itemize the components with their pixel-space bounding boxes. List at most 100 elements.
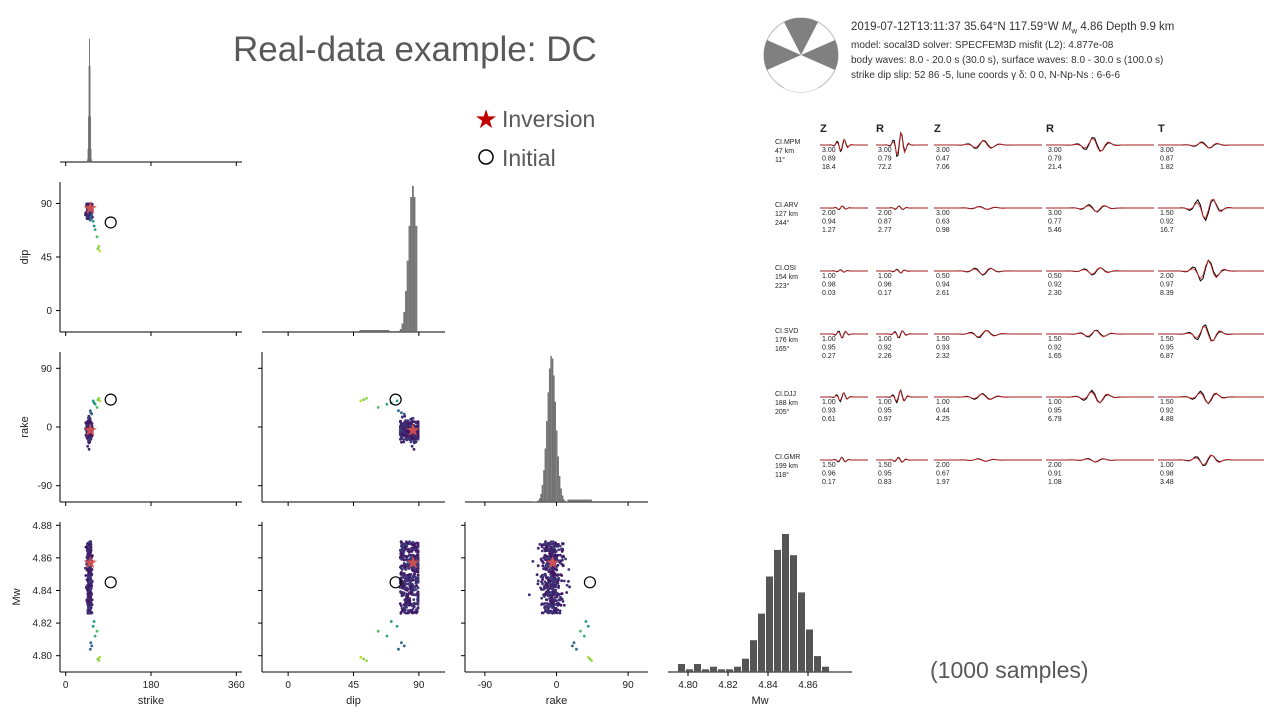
star-icon: ★ — [474, 104, 498, 134]
sample-point — [404, 420, 408, 424]
sample-point — [402, 412, 406, 416]
inversion-star — [83, 555, 97, 569]
synthetic-trace — [820, 269, 868, 273]
sample-point — [405, 563, 409, 566]
trace-stat: 1.00 — [822, 399, 836, 406]
sample-point — [399, 419, 402, 423]
trace-stat: 0.98 — [1160, 471, 1174, 478]
sample-point — [400, 415, 404, 419]
sample-point — [400, 567, 403, 570]
sample-point — [407, 573, 411, 577]
sample-point — [406, 595, 410, 599]
initial-circle — [104, 216, 117, 229]
trace-stat: 1.00 — [878, 336, 892, 343]
sample-point — [409, 421, 413, 425]
trace-stat: 0.92 — [878, 345, 892, 352]
sample-point — [404, 597, 408, 601]
trace-stat: 0.77 — [1048, 219, 1062, 226]
sample-point — [406, 549, 410, 553]
sample-point — [376, 629, 380, 633]
trace-stat: 1.65 — [1048, 353, 1062, 360]
sample-point — [536, 579, 540, 583]
observed-trace — [1046, 137, 1154, 152]
sample-point — [558, 544, 562, 548]
x-tick-label: 360 — [228, 680, 245, 691]
station-azimuth: 165° — [775, 345, 790, 353]
sample-point — [92, 224, 96, 228]
sample-point — [405, 558, 409, 562]
trace-stat: 5.46 — [1048, 227, 1062, 234]
sample-point — [88, 409, 92, 413]
sample-point — [401, 555, 404, 559]
trace-stat: 2.00 — [822, 210, 836, 217]
sample-point — [409, 588, 413, 591]
panel-rake-vs-Mw: -90 0 90 rake — [461, 522, 648, 707]
sample-point — [93, 228, 97, 232]
sample-point — [359, 399, 363, 403]
y-axis-label: Mw — [11, 588, 23, 605]
sample-point — [95, 406, 99, 409]
trace-stat: 6.87 — [1160, 353, 1174, 360]
sample-point — [410, 604, 414, 608]
sample-point — [376, 406, 380, 409]
trace-stat: 16.7 — [1160, 227, 1174, 234]
sample-point — [559, 595, 562, 599]
station-distance: 47 km — [775, 148, 794, 155]
trace-stat: 3.00 — [878, 147, 892, 154]
sample-point — [403, 414, 407, 418]
slide-title: Real-data example: DC — [233, 30, 597, 69]
sample-point — [416, 550, 420, 553]
panel-strike-vs-Mw: 0 180 360 strike 4.88 4.86 4.84 4.82 4.80 Mw — [11, 521, 245, 707]
sample-point — [536, 564, 540, 568]
trace-stat: 0.50 — [1048, 273, 1062, 280]
sample-point — [96, 398, 100, 401]
sample-point — [86, 214, 90, 218]
trace-stat: 1.00 — [1160, 462, 1174, 469]
sample-point — [558, 611, 562, 615]
trace-stat: 0.94 — [822, 219, 836, 226]
trace-stat: 0.89 — [822, 156, 836, 163]
inversion-star — [406, 555, 420, 569]
trace-stat: 3.00 — [936, 210, 950, 217]
inversion-star — [83, 423, 97, 436]
sample-point — [414, 545, 417, 549]
trace-stat: 0.92 — [1048, 282, 1062, 289]
sample-point — [556, 563, 560, 567]
sample-point — [98, 655, 102, 659]
legend-inversion-label: Inversion — [502, 106, 596, 132]
sample-point — [557, 548, 561, 552]
synthetic-trace — [1046, 267, 1154, 275]
sample-point — [402, 440, 406, 444]
station-name: CI.MPM — [775, 139, 800, 146]
sample-point — [90, 412, 94, 416]
panel-dip-vs-rake — [258, 352, 445, 506]
sample-point — [541, 564, 545, 568]
initial-circle — [104, 576, 117, 589]
trace-stat: 0.96 — [878, 282, 892, 289]
y-axis-label: rake — [19, 416, 31, 437]
trace-stat: 3.00 — [1048, 210, 1062, 217]
sample-point — [362, 398, 366, 401]
panel-strike-vs-dip: 90 45 0 dip — [19, 182, 242, 336]
sample-point — [87, 575, 91, 579]
sample-point — [411, 436, 415, 440]
trace-stat: 0.79 — [1048, 156, 1062, 163]
x-axis-label: rake — [546, 695, 567, 707]
sample-point — [403, 423, 407, 427]
synthetic-trace — [934, 458, 1042, 462]
trace-stat: 1.50 — [1160, 336, 1174, 343]
trace-stat: 0.17 — [822, 479, 836, 486]
x-tick-label: 0 — [554, 680, 560, 691]
sample-point — [395, 399, 399, 403]
sample-point — [88, 584, 92, 588]
trace-stat: 2.32 — [936, 353, 950, 360]
trace-stat: 0.17 — [878, 290, 892, 297]
observed-trace — [1158, 259, 1264, 282]
trace-stat: 0.27 — [822, 353, 836, 360]
station-azimuth: 11° — [775, 156, 785, 164]
sample-point — [416, 424, 420, 428]
sample-point — [415, 608, 418, 612]
trace-stat: 1.08 — [1048, 479, 1062, 486]
